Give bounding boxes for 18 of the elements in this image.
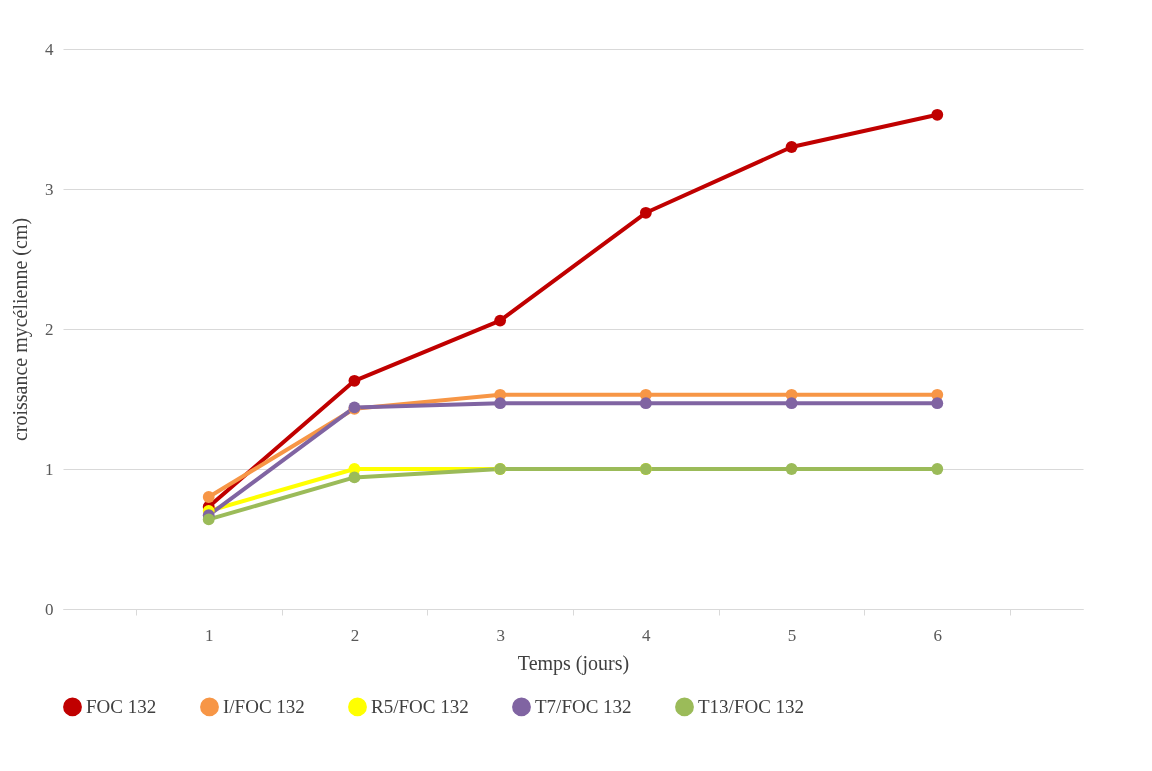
x-tick-label: 1 [204, 625, 214, 645]
y-tick-label: 2 [45, 319, 54, 339]
legend-label: T13/FOC 132 [698, 695, 805, 717]
x-tick-label: 3 [496, 625, 505, 645]
x-tick-label: 6 [933, 625, 943, 645]
x-tick-label: 5 [787, 625, 797, 645]
y-axis-title: croissance mycélienne (cm) [9, 217, 32, 442]
legend-label: I/FOC 132 [223, 695, 305, 717]
y-tick-label: 4 [45, 39, 54, 59]
y-tick-label: 0 [45, 599, 54, 619]
y-tick-label: 1 [45, 459, 54, 479]
x-tick-label: 2 [350, 625, 360, 645]
y-tick-label: 3 [45, 179, 54, 199]
legend-label: T7/FOC 132 [535, 695, 632, 717]
legend-label: FOC 132 [86, 695, 157, 717]
legend-label: R5/FOC 132 [371, 695, 469, 717]
x-axis-title: Temps (jours) [517, 651, 630, 675]
x-tick-label: 4 [642, 625, 652, 645]
